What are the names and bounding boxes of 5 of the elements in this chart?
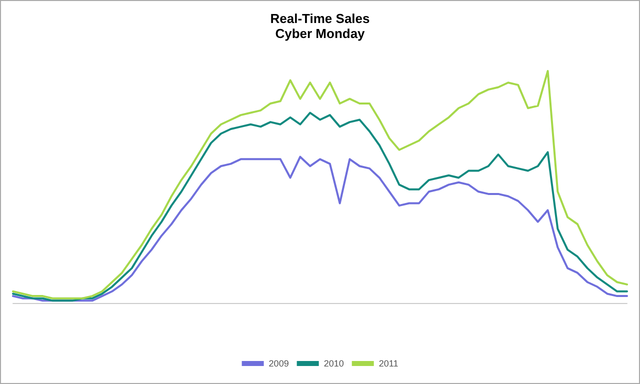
legend-label: 2010 xyxy=(324,358,344,368)
chart-subtitle: Cyber Monday xyxy=(275,26,366,41)
legend-label: 2009 xyxy=(268,358,289,368)
legend-label: 2011 xyxy=(378,358,398,368)
chart-title: Real-Time Sales xyxy=(270,11,370,26)
